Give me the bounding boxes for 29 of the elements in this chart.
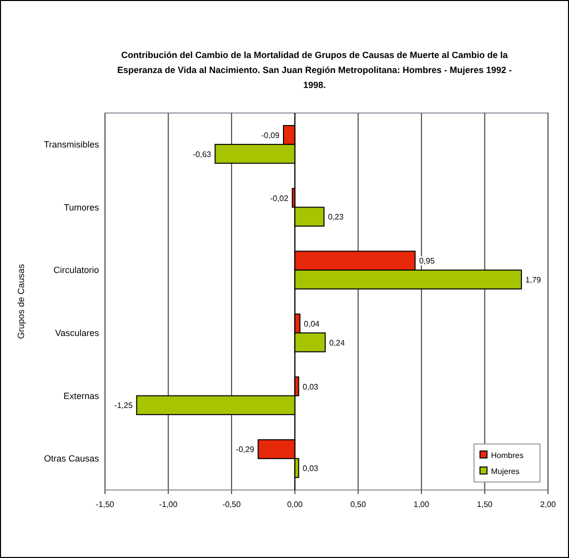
x-tick-label: -0,50 xyxy=(222,500,242,509)
data-label: -0,02 xyxy=(270,194,289,203)
data-label: 1,79 xyxy=(525,276,542,285)
data-label: -0,29 xyxy=(236,445,255,454)
data-label: 0,03 xyxy=(302,464,319,474)
y-tick-label: Circulatorio xyxy=(53,265,99,276)
y-tick-label: Externas xyxy=(63,390,100,401)
legend-label: Mujeres xyxy=(491,467,520,476)
data-label: 0,23 xyxy=(328,212,344,222)
data-label: -1,25 xyxy=(114,401,134,410)
data-label: 0,24 xyxy=(329,338,346,348)
legend-label: Hombres xyxy=(491,451,524,460)
data-label: -0,09 xyxy=(261,130,280,140)
y-tick-label: Tumores xyxy=(64,202,100,212)
x-tick-label: -1,00 xyxy=(159,500,178,509)
y-tick-label: Otras Causas xyxy=(44,454,100,464)
data-label: -0,63 xyxy=(192,150,212,159)
data-label: 0,04 xyxy=(304,319,320,328)
x-tick-label: 1,00 xyxy=(414,500,430,509)
x-tick-label: 2,00 xyxy=(540,500,556,509)
x-tick-label: 1,50 xyxy=(476,500,494,509)
x-tick-label: -1,50 xyxy=(96,500,115,509)
x-tick-label: 0,50 xyxy=(350,500,366,509)
y-tick-label: Vasculares xyxy=(55,328,100,338)
chart-title: Contribución del Cambio de la Mortalidad de Grupos de Causas de Muerte al Cambio de la Esperanza de Vida al Nacimiento. San Juan Región Metropolitana: Hombres - Mujeres 1992 - 1998. xyxy=(117,50,512,90)
data-label: 0,03 xyxy=(302,382,319,392)
y-tick-label: Transmisibles xyxy=(44,139,100,150)
y-axis-title: Grupos de Causas xyxy=(16,263,26,340)
x-tick-label: 0,00 xyxy=(287,500,304,509)
